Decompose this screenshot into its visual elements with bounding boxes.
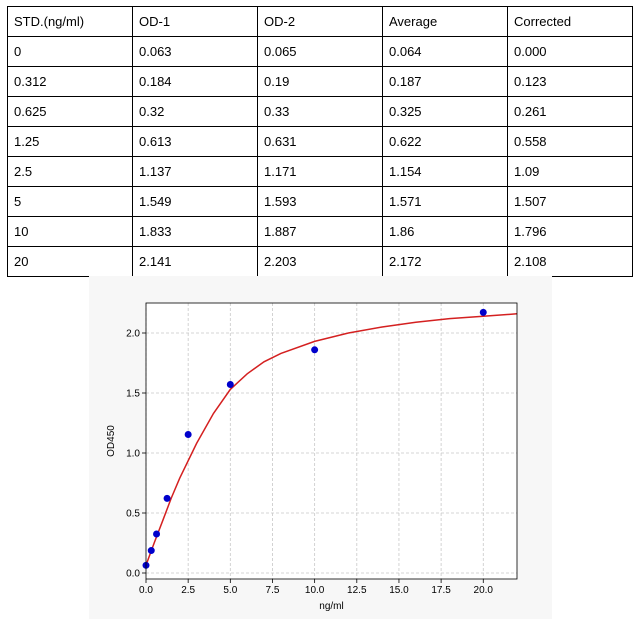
table-cell: 0.261	[507, 96, 633, 127]
x-tick-label: 0.0	[139, 585, 153, 596]
table-row: 0.312 0.184 0.19 0.187 0.123	[7, 66, 633, 97]
table-cell: 2.108	[507, 246, 633, 277]
table-cell: 0.558	[507, 126, 633, 157]
table-cell: 0.613	[132, 126, 258, 157]
plot-area	[146, 303, 517, 579]
column-header: STD.(ng/ml)	[7, 6, 133, 37]
plot-frame	[145, 302, 518, 580]
table-cell: 0.065	[257, 36, 383, 67]
table-cell: 2.5	[7, 156, 133, 187]
table-cell: 0.187	[382, 66, 508, 97]
table-cell: 1.887	[257, 216, 383, 247]
standard-curve-table: STD.(ng/ml) OD-1 OD-2 Average Corrected …	[7, 6, 633, 277]
table-cell: 1.549	[132, 186, 258, 217]
chart-svg: 0.0 2.5 5.0 7.5 10.0 12.5 15.0 17.5 20.0 0.0 0.5 1.…	[106, 302, 518, 612]
table-cell: 0.19	[257, 66, 383, 97]
data-point	[147, 547, 155, 555]
data-point	[184, 431, 192, 439]
x-tick-label: 17.5	[431, 585, 451, 596]
data-point	[311, 346, 319, 354]
table-cell: 1.833	[132, 216, 258, 247]
table-cell: 1.593	[257, 186, 383, 217]
table-cell: 1.86	[382, 216, 508, 247]
table-cell: 1.154	[382, 156, 508, 187]
table-cell: 1.571	[382, 186, 508, 217]
x-tick-label: 12.5	[347, 585, 367, 596]
y-tick-label: 2.0	[126, 329, 140, 340]
table-row: 0.625 0.32 0.33 0.325 0.261	[7, 96, 633, 127]
table-cell: 1.09	[507, 156, 633, 187]
column-header: Average	[382, 6, 508, 37]
table-cell: 0.184	[132, 66, 258, 97]
table-cell: 1.137	[132, 156, 258, 187]
table-cell: 0.625	[7, 96, 133, 127]
table-cell: 0.312	[7, 66, 133, 97]
table-cell: 0.064	[382, 36, 508, 67]
table-cell: 0	[7, 36, 133, 67]
table-cell: 0.33	[257, 96, 383, 127]
table-cell: 0.000	[507, 36, 633, 67]
table-cell: 1.507	[507, 186, 633, 217]
x-tick-label: 10.0	[305, 585, 325, 596]
data-point	[226, 380, 234, 388]
x-tick-label: 7.5	[266, 585, 280, 596]
table-cell: 1.796	[507, 216, 633, 247]
table-row: 1.25 0.613 0.631 0.622 0.558	[7, 126, 633, 157]
y-axis-label: OD450	[106, 425, 117, 457]
x-tick-label: 5.0	[223, 585, 237, 596]
table-row: 10 1.833 1.887 1.86 1.796	[7, 216, 633, 247]
table-cell: 10	[7, 216, 133, 247]
column-header: OD-2	[257, 6, 383, 37]
y-tick-label: 0.5	[126, 509, 140, 520]
x-tick-label: 2.5	[181, 585, 195, 596]
table-cell: 0.631	[257, 126, 383, 157]
table-cell: 1.25	[7, 126, 133, 157]
table-cell: 5	[7, 186, 133, 217]
table-cell: 0.063	[132, 36, 258, 67]
data-point	[153, 530, 161, 538]
table-cell: 20	[7, 246, 133, 277]
y-tick-label: 0.0	[126, 569, 140, 580]
table-row: 2.5 1.137 1.171 1.154 1.09	[7, 156, 633, 187]
table-row: 20 2.141 2.203 2.172 2.108	[7, 246, 633, 277]
table-row: 0 0.063 0.065 0.064 0.000	[7, 36, 633, 67]
table-cell: 0.325	[382, 96, 508, 127]
column-header: Corrected	[507, 6, 633, 37]
x-axis-label: ng/ml	[319, 601, 343, 612]
table-header-row: STD.(ng/ml) OD-1 OD-2 Average Corrected	[7, 6, 633, 37]
data-point	[163, 494, 171, 502]
table-row: 5 1.549 1.593 1.571 1.507	[7, 186, 633, 217]
table-cell: 1.171	[257, 156, 383, 187]
table-cell: 0.32	[132, 96, 258, 127]
table-cell: 2.141	[132, 246, 258, 277]
table-cell: 2.172	[382, 246, 508, 277]
fit-curve-line	[145, 313, 518, 566]
data-point	[479, 308, 487, 316]
y-tick-label: 1.0	[126, 449, 140, 460]
table-cell: 0.622	[382, 126, 508, 157]
column-header: OD-1	[132, 6, 258, 37]
x-tick-label: 20.0	[474, 585, 494, 596]
x-tick-label: 15.0	[389, 585, 409, 596]
y-tick-label: 1.5	[126, 389, 140, 400]
standard-curve-chart: 0.0 2.5 5.0 7.5 10.0 12.5 15.0 17.5 20.0 0.0 0.5 1.…	[89, 276, 552, 619]
table-body: 0 0.063 0.065 0.064 0.000 0.312 0.184 0.19 0.187…	[7, 36, 633, 277]
table-cell: 2.203	[257, 246, 383, 277]
table-cell: 0.123	[507, 66, 633, 97]
